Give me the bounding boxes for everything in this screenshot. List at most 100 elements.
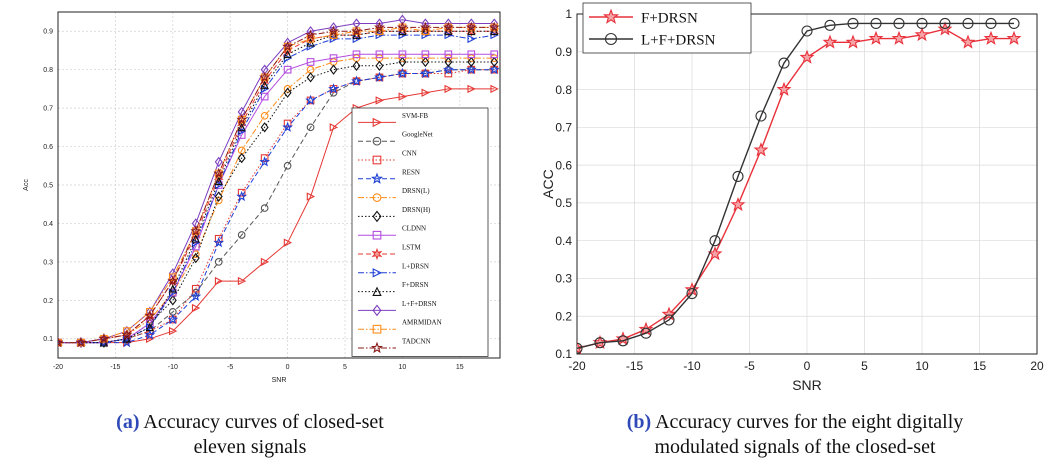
data-point (962, 17, 974, 29)
legend-label: CNN (402, 149, 417, 157)
caption-b-line1: Accuracy curves for the eight digitally (655, 411, 964, 433)
data-point (442, 21, 454, 32)
legend-label: F+DRSN (402, 281, 429, 289)
data-point (845, 34, 861, 49)
data-point (260, 80, 269, 89)
y-tick-label: 0.7 (555, 121, 572, 135)
data-point (98, 333, 110, 344)
data-point (799, 49, 815, 64)
series-line (577, 22, 1014, 349)
data-point (776, 81, 792, 96)
data-point (374, 71, 385, 82)
data-point (191, 252, 200, 264)
data-point (237, 188, 246, 197)
series-F+DRSN (577, 21, 1022, 354)
legend-marker (372, 268, 383, 278)
data-point (577, 342, 583, 354)
legend-marker (604, 32, 618, 46)
legend-item: F+DRSN (358, 281, 429, 296)
data-point (328, 83, 339, 94)
series-line (58, 34, 495, 344)
data-point (398, 92, 407, 101)
x-tick-label: 15 (456, 364, 464, 371)
x-tick-label: -10 (683, 359, 701, 373)
data-point (259, 71, 271, 82)
data-point (144, 310, 156, 321)
data-point (329, 31, 338, 39)
data-point (283, 161, 292, 170)
legend-box (351, 107, 489, 357)
data-point (467, 50, 476, 59)
data-point (237, 122, 246, 132)
x-tick-label: -20 (53, 364, 63, 371)
y-tick-label: 0.1 (555, 347, 572, 361)
data-point (191, 234, 200, 243)
legend-marker (372, 324, 382, 334)
data-point (419, 67, 431, 79)
legend-item: L+F+DRSN (358, 300, 437, 317)
data-point (847, 17, 859, 29)
legend-item: AMRMIDAN (358, 319, 442, 334)
legend-label: TADCNN (402, 337, 431, 345)
data-point (329, 54, 338, 62)
x-tick-label: -15 (110, 364, 120, 371)
caption-a-line1: Accuracy curves of closed-set (143, 411, 384, 433)
x-tick-label: 5 (343, 364, 347, 371)
y-tick-label: 1 (565, 7, 572, 21)
data-point (213, 236, 225, 248)
data-point (122, 334, 132, 343)
legend-marker (372, 117, 383, 128)
caption-b-line2: modulated signals of the closed-set (654, 436, 936, 458)
legend-label: F+DRSN (641, 10, 698, 26)
data-point (444, 84, 453, 94)
data-point (306, 192, 316, 201)
data-point (801, 25, 813, 37)
legend-marker (372, 193, 382, 202)
legend-label: LSTM (402, 243, 421, 251)
data-point (214, 258, 223, 266)
data-point (375, 96, 384, 105)
data-point (75, 336, 87, 348)
legend-item: F+DRSN (589, 8, 698, 26)
data-point (306, 72, 315, 83)
data-point (615, 331, 631, 346)
data-point (237, 276, 247, 286)
legend-label: AMRMIDAN (402, 319, 442, 327)
legend-item: SVM-FB (358, 112, 428, 128)
y-tick-label: 0.9 (555, 45, 572, 59)
data-point (914, 26, 930, 42)
series-L+F+DRSN (577, 17, 1020, 354)
y-tick-label: 0.8 (43, 67, 53, 74)
data-point (396, 21, 408, 32)
data-point (778, 57, 790, 69)
data-point (329, 123, 339, 132)
y-tick-label: 0.3 (43, 259, 53, 266)
legend: SVM-FB GoogleNet CNN RESN DRSN(L) DRSN(H) CLDN… (351, 107, 489, 357)
x-tick-label: -20 (568, 359, 586, 373)
y-axis-label: Acc (23, 179, 30, 191)
data-point (351, 25, 362, 36)
data-point (282, 40, 294, 52)
data-point (144, 329, 156, 340)
data-point (237, 152, 246, 164)
grid (576, 13, 1038, 355)
data-point (214, 191, 223, 202)
series-line (58, 26, 495, 344)
data-point (960, 34, 976, 49)
legend-item: DRSN(L) (358, 187, 430, 202)
y-tick-label: 0.6 (555, 158, 572, 172)
series-L+DRSN (58, 30, 499, 347)
data-point (490, 56, 499, 68)
data-point (490, 84, 499, 94)
plot-frame (57, 11, 501, 359)
chart-a: -20 -15 -10 -5 0 5 10 15 0.1 0.2 0.3 0.4 0.5 0.6 0.7 0.… (23, 11, 501, 384)
caption-a-tag: (a) (116, 411, 140, 433)
data-point (893, 17, 905, 29)
data-point (916, 17, 928, 29)
data-point (983, 30, 999, 45)
legend-label: DRSN(L) (402, 187, 430, 195)
chart-b: -20 -15 -10 -5 0 5 10 15 20 0.1 0.2 0.3 0.4 0.5 0.6 0.7… (540, 2, 1044, 393)
data-point (444, 50, 453, 59)
data-point (398, 56, 407, 68)
data-point (732, 170, 744, 182)
